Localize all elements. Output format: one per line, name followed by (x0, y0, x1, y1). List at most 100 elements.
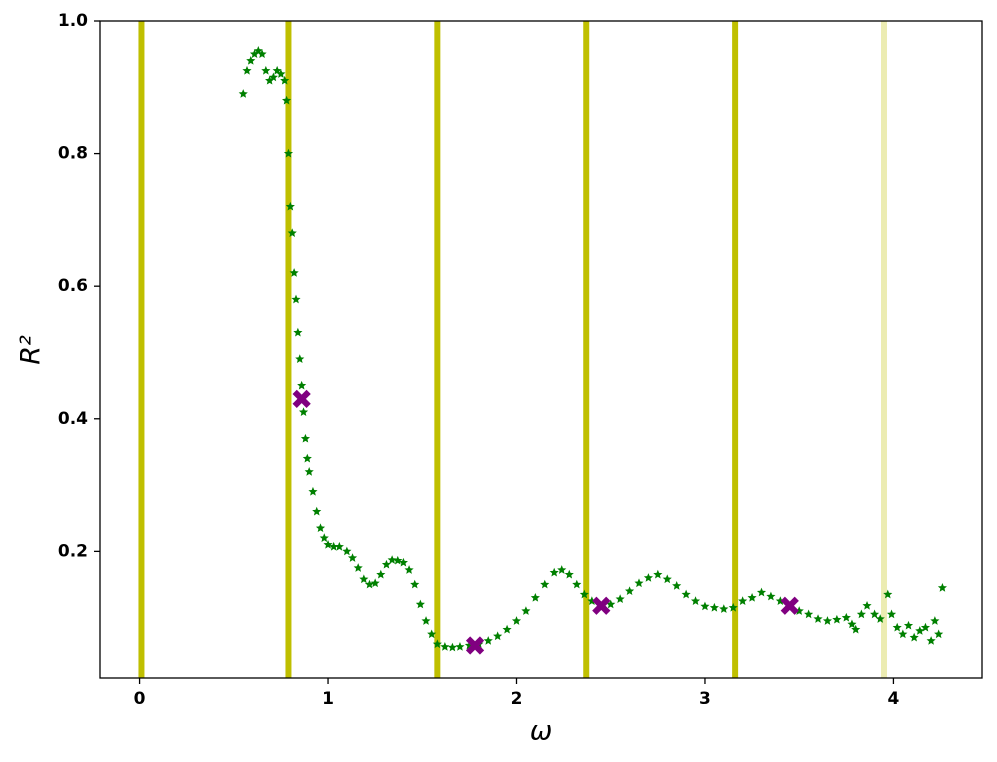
star-point (709, 602, 719, 612)
star-point (249, 49, 260, 59)
star-point (756, 587, 767, 597)
star-point (728, 602, 738, 612)
star-point (370, 578, 380, 588)
y-tick-label: 0.4 (58, 409, 88, 429)
star-point (572, 579, 582, 589)
y-tick-label: 0.2 (58, 541, 88, 561)
star-point (903, 620, 914, 630)
star-point (886, 609, 897, 619)
x-marker (592, 596, 611, 615)
star-point (280, 75, 290, 85)
star-point (291, 294, 301, 304)
star-point (410, 579, 420, 589)
star-point (276, 69, 286, 78)
star-point (511, 616, 522, 625)
x-tick-label: 4 (888, 689, 900, 709)
star-point (540, 579, 550, 589)
star-point (415, 599, 425, 609)
star-point (387, 555, 397, 564)
star-point (909, 632, 919, 642)
star-point (297, 380, 307, 390)
star-point (308, 486, 318, 496)
y-axis-label: R² (16, 335, 47, 365)
star-point (615, 594, 625, 603)
star-point (875, 614, 885, 623)
star-point (312, 506, 322, 516)
star-point (856, 609, 866, 619)
star-point (549, 567, 559, 577)
x-tick-label: 3 (699, 689, 711, 709)
star-point (398, 557, 408, 567)
x-axis-label: ω (530, 716, 553, 747)
star-point (920, 622, 931, 632)
star-point (579, 589, 589, 599)
star-point (606, 599, 616, 609)
star-point (870, 609, 880, 619)
star-point (432, 639, 442, 649)
star-point (300, 433, 310, 443)
star-point (238, 89, 248, 98)
star-point (794, 606, 804, 615)
star-point (898, 629, 908, 639)
plot-frame (99, 20, 983, 679)
star-point (681, 589, 691, 599)
star-point (934, 629, 944, 639)
star-point (892, 622, 902, 632)
star-point (421, 616, 431, 625)
star-point (268, 72, 278, 82)
star-point (530, 592, 540, 602)
star-point (261, 65, 271, 75)
star-point (747, 592, 757, 602)
star-point (653, 569, 663, 579)
star-point (719, 604, 729, 613)
star-point (883, 589, 893, 599)
star-point (851, 624, 861, 634)
star-point (915, 626, 925, 635)
star-point (440, 642, 450, 651)
star-point (493, 631, 503, 641)
x-tick-label: 2 (511, 689, 523, 709)
star-point (353, 563, 363, 572)
star-point (455, 642, 465, 651)
star-point (625, 586, 635, 596)
star-point (690, 596, 701, 605)
star-point (323, 539, 333, 549)
star-point (447, 642, 457, 652)
star-point (930, 616, 940, 625)
x-marker (292, 389, 311, 409)
star-point (557, 565, 567, 574)
star-point (847, 619, 857, 629)
star-point (298, 407, 309, 417)
star-point (862, 600, 872, 610)
x-tick-label: 1 (322, 689, 334, 709)
star-point (282, 95, 292, 105)
star-point (334, 541, 344, 551)
star-point (672, 581, 682, 590)
star-point (521, 606, 531, 615)
y-tick-label: 0.8 (58, 144, 88, 164)
star-point (502, 624, 512, 634)
star-point (376, 569, 386, 579)
star-point (662, 574, 672, 584)
star-point (302, 453, 312, 463)
star-point (257, 49, 267, 59)
star-point (293, 327, 303, 337)
star-point (766, 591, 776, 601)
star-point (342, 546, 352, 556)
star-point (832, 614, 842, 624)
star-point (738, 596, 748, 605)
star-point (381, 559, 392, 569)
star-point (813, 614, 823, 623)
star-point (289, 268, 299, 277)
star-point (304, 467, 314, 476)
star-point (329, 541, 339, 551)
star-point (427, 629, 437, 639)
star-point (315, 523, 326, 533)
star-point (295, 354, 305, 363)
star-point (643, 573, 653, 582)
y-tick-label: 0.6 (58, 276, 88, 296)
star-point (822, 616, 833, 625)
x-marker (465, 636, 485, 655)
star-point (283, 148, 294, 158)
